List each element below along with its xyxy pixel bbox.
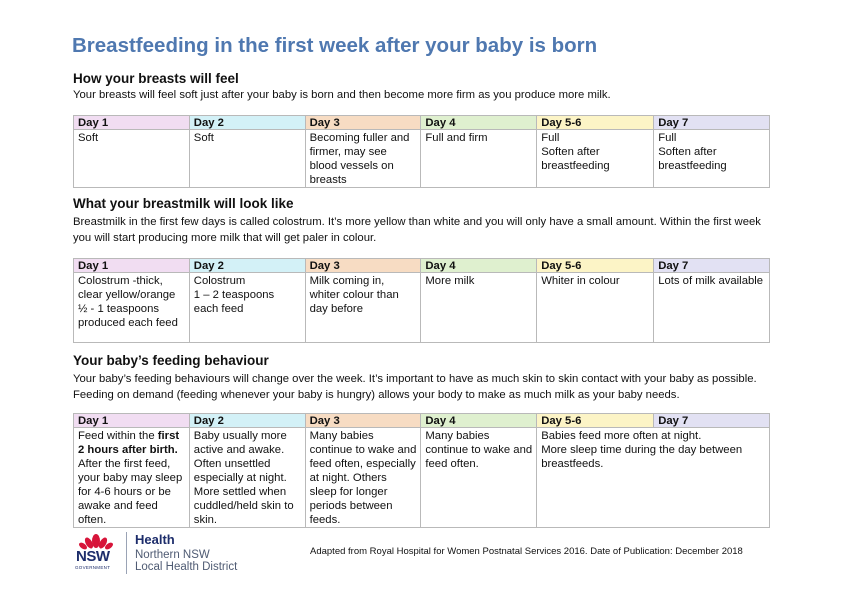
cell-text: Milk coming in, whiter colour than day b…: [309, 275, 399, 315]
section-paragraph-feeding: Your baby’s feeding behaviours will chan…: [73, 373, 757, 401]
logo-text: NSW: [76, 548, 110, 565]
cell-text: More milk: [425, 275, 475, 287]
table-cell: Becoming fuller and firmer, may see bloo…: [304, 129, 422, 188]
section-heading-breastmilk: What your breastmilk will look like: [73, 196, 294, 211]
footer: NSW GOVERNMENT Health Northern NSW Local…: [74, 530, 774, 578]
cell-text: Babies feed more often at night. More sl…: [541, 430, 743, 470]
table-cell: Colostrum -thick, clear yellow/orange ½ …: [73, 272, 190, 343]
cell-text: Colostrum -thick, clear yellow/orange ½ …: [78, 275, 178, 329]
table-cell: Full and firm: [420, 129, 538, 188]
day-header: Day 1: [73, 413, 190, 428]
day-header: Day 4: [420, 258, 538, 273]
cell-text: Full Soften after breastfeeding: [541, 132, 610, 172]
day-header: Day 3: [304, 413, 422, 428]
cell-text: Colostrum 1 – 2 teaspoons each feed: [193, 275, 275, 315]
cell-text: Becoming fuller and firmer, may see bloo…: [309, 132, 410, 186]
nsw-government-logo: NSW GOVERNMENT: [74, 530, 118, 574]
cell-text: Lots of milk available: [658, 275, 764, 287]
org-district-line1: Northern NSW: [135, 549, 210, 561]
table-row: Colostrum -thick, clear yellow/orange ½ …: [73, 272, 770, 343]
day-header: Day 5-6: [536, 413, 655, 428]
day-header: Day 4: [420, 413, 538, 428]
day-header: Day 1: [73, 258, 190, 273]
cell-text: Many babies continue to wake and feed of…: [309, 430, 417, 526]
day-header: Day 2: [188, 258, 306, 273]
cell-text: Many babies continue to wake and feed of…: [425, 430, 533, 470]
table-cell: Many babies continue to wake and feed of…: [304, 427, 422, 528]
table-cell: Many babies continue to wake and feed of…: [420, 427, 538, 528]
table-cell: Full Soften after breastfeeding: [653, 129, 770, 188]
org-name: Health: [135, 532, 175, 547]
breasts-table: Day 1 Day 2 Day 3 Day 4 Day 5-6 Day 7 So…: [73, 115, 770, 188]
cell-text: Full Soften after breastfeeding: [658, 132, 727, 172]
cell-text: Soft: [193, 132, 214, 144]
table-cell: More milk: [420, 272, 538, 343]
cell-text: Feed within the: [78, 430, 158, 442]
table-cell: Milk coming in, whiter colour than day b…: [304, 272, 422, 343]
section-paragraph-breasts: Your breasts will feel soft just after y…: [73, 89, 611, 101]
table-header-row: Day 1 Day 2 Day 3 Day 4 Day 5-6 Day 7: [73, 115, 770, 130]
day-header: Day 7: [653, 413, 770, 428]
section-paragraph-breastmilk: Breastmilk in the first few days is call…: [73, 216, 761, 244]
table-cell: Feed within the first 2 hours after birt…: [73, 427, 190, 528]
day-header: Day 3: [304, 258, 422, 273]
table-cell: Soft: [188, 129, 306, 188]
org-district-line2: Local Health District: [135, 561, 238, 573]
publication-credit: Adapted from Royal Hospital for Women Po…: [310, 546, 743, 557]
table-cell: Full Soften after breastfeeding: [536, 129, 655, 188]
table-cell: Colostrum 1 – 2 teaspoons each feed: [188, 272, 306, 343]
divider: [126, 532, 127, 574]
logo-subtext: GOVERNMENT: [75, 565, 111, 570]
day-header: Day 7: [653, 115, 770, 130]
cell-text: After the first feed, your baby may slee…: [78, 458, 183, 526]
feeding-table: Day 1 Day 2 Day 3 Day 4 Day 5-6 Day 7 Fe…: [73, 413, 770, 528]
day-header: Day 5-6: [536, 258, 655, 273]
table-cell: Babies feed more often at night. More sl…: [536, 427, 770, 528]
day-header: Day 2: [188, 115, 306, 130]
table-cell: Soft: [73, 129, 190, 188]
table-row: Soft Soft Becoming fuller and firmer, ma…: [73, 129, 770, 188]
cell-text-bold: first 2 hours after birth.: [78, 430, 180, 456]
table-cell: Lots of milk available: [653, 272, 770, 343]
cell-text: Whiter in colour: [541, 275, 620, 287]
day-header: Day 3: [304, 115, 422, 130]
table-header-row: Day 1 Day 2 Day 3 Day 4 Day 5-6 Day 7: [73, 258, 770, 273]
section-heading-feeding: Your baby’s feeding behaviour: [73, 353, 269, 368]
table-header-row: Day 1 Day 2 Day 3 Day 4 Day 5-6 Day 7: [73, 413, 770, 428]
day-header: Day 2: [188, 413, 306, 428]
day-header: Day 5-6: [536, 115, 655, 130]
table-row: Feed within the first 2 hours after birt…: [73, 427, 770, 528]
day-header: Day 7: [653, 258, 770, 273]
table-cell: Whiter in colour: [536, 272, 655, 343]
cell-text: Full and firm: [425, 132, 488, 144]
table-cell: Baby usually more active and awake. Ofte…: [188, 427, 306, 528]
breastmilk-table: Day 1 Day 2 Day 3 Day 4 Day 5-6 Day 7 Co…: [73, 258, 770, 343]
section-heading-breasts: How your breasts will feel: [73, 71, 239, 86]
page-title: Breastfeeding in the first week after yo…: [72, 34, 598, 57]
day-header: Day 4: [420, 115, 538, 130]
day-header: Day 1: [73, 115, 190, 130]
waratah-icon: [79, 534, 113, 550]
cell-text: Baby usually more active and awake. Ofte…: [193, 430, 294, 526]
cell-text: Soft: [78, 132, 99, 144]
